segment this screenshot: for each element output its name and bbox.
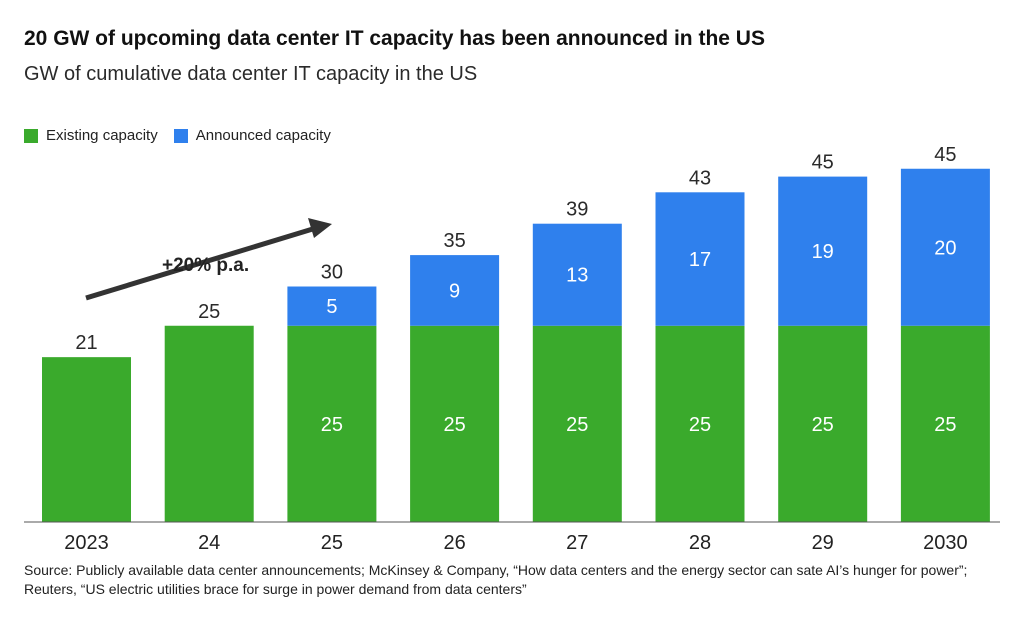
legend-item-existing: Existing capacity [24,127,158,144]
segment-label-announced-27: 13 [566,265,588,287]
total-label-28: 43 [689,167,711,189]
legend-label-announced: Announced capacity [195,127,331,144]
bar-existing-29 [778,325,868,522]
chart-subtitle: GW of cumulative data center IT capacity… [24,63,478,85]
x-tick-label-26: 26 [443,532,465,554]
total-label-2023: 21 [75,332,97,354]
bar-announced-28 [655,192,745,326]
source-note: Source: Publicly available data center a… [24,562,968,597]
segment-label-announced-25: 5 [326,296,337,318]
bar-announced-29 [778,176,868,326]
segment-label-announced-28: 17 [689,249,711,271]
legend-item-announced: Announced capacity [173,127,331,144]
total-label-2030: 45 [934,144,956,166]
chart-title: 20 GW of upcoming data center IT capacit… [24,27,765,50]
legend: Existing capacity Announced capacity [24,127,347,144]
bar-existing-27 [532,325,622,522]
segment-label-announced-29: 19 [812,241,834,263]
bar-existing-24 [164,325,254,522]
x-tick-label-28: 28 [689,532,711,554]
legend-label-existing: Existing capacity [46,127,158,144]
segment-label-existing-2030: 25 [934,414,956,436]
total-label-24: 25 [198,301,220,323]
bar-existing-26 [410,325,500,522]
bar-existing-2030 [900,325,990,522]
growth-arrow-shaft [85,225,317,301]
bar-existing-25 [287,325,377,522]
bar-existing-28 [655,325,745,522]
legend-swatch-existing [24,128,38,143]
segment-label-existing-27: 25 [566,414,588,436]
bar-announced-26 [410,255,500,326]
segment-label-announced-2030: 20 [934,237,956,259]
total-label-25: 30 [321,262,343,284]
segment-label-existing-26: 25 [443,414,465,436]
legend-swatch-announced [173,128,188,143]
segment-label-announced-26: 9 [449,280,460,302]
x-tick-label-29: 29 [812,532,834,554]
x-tick-label-24: 24 [198,532,220,554]
total-label-26: 35 [443,230,465,252]
segment-label-existing-25: 25 [321,414,343,436]
bar-announced-2030 [900,168,990,326]
x-tick-label-27: 27 [566,532,588,554]
x-tick-label-25: 25 [321,532,343,554]
total-label-29: 45 [812,152,834,174]
bar-existing-2023 [42,357,131,522]
x-tick-label-2030: 2030 [923,532,968,554]
segment-label-existing-29: 25 [812,414,834,436]
segment-label-existing-28: 25 [689,414,711,436]
bar-announced-27 [532,223,622,326]
bar-announced-25 [287,286,377,326]
growth-arrow-head [308,218,332,238]
growth-annotation: +20% p.a. [162,255,249,276]
x-tick-label-2023: 2023 [64,532,109,554]
total-label-27: 39 [566,199,588,221]
